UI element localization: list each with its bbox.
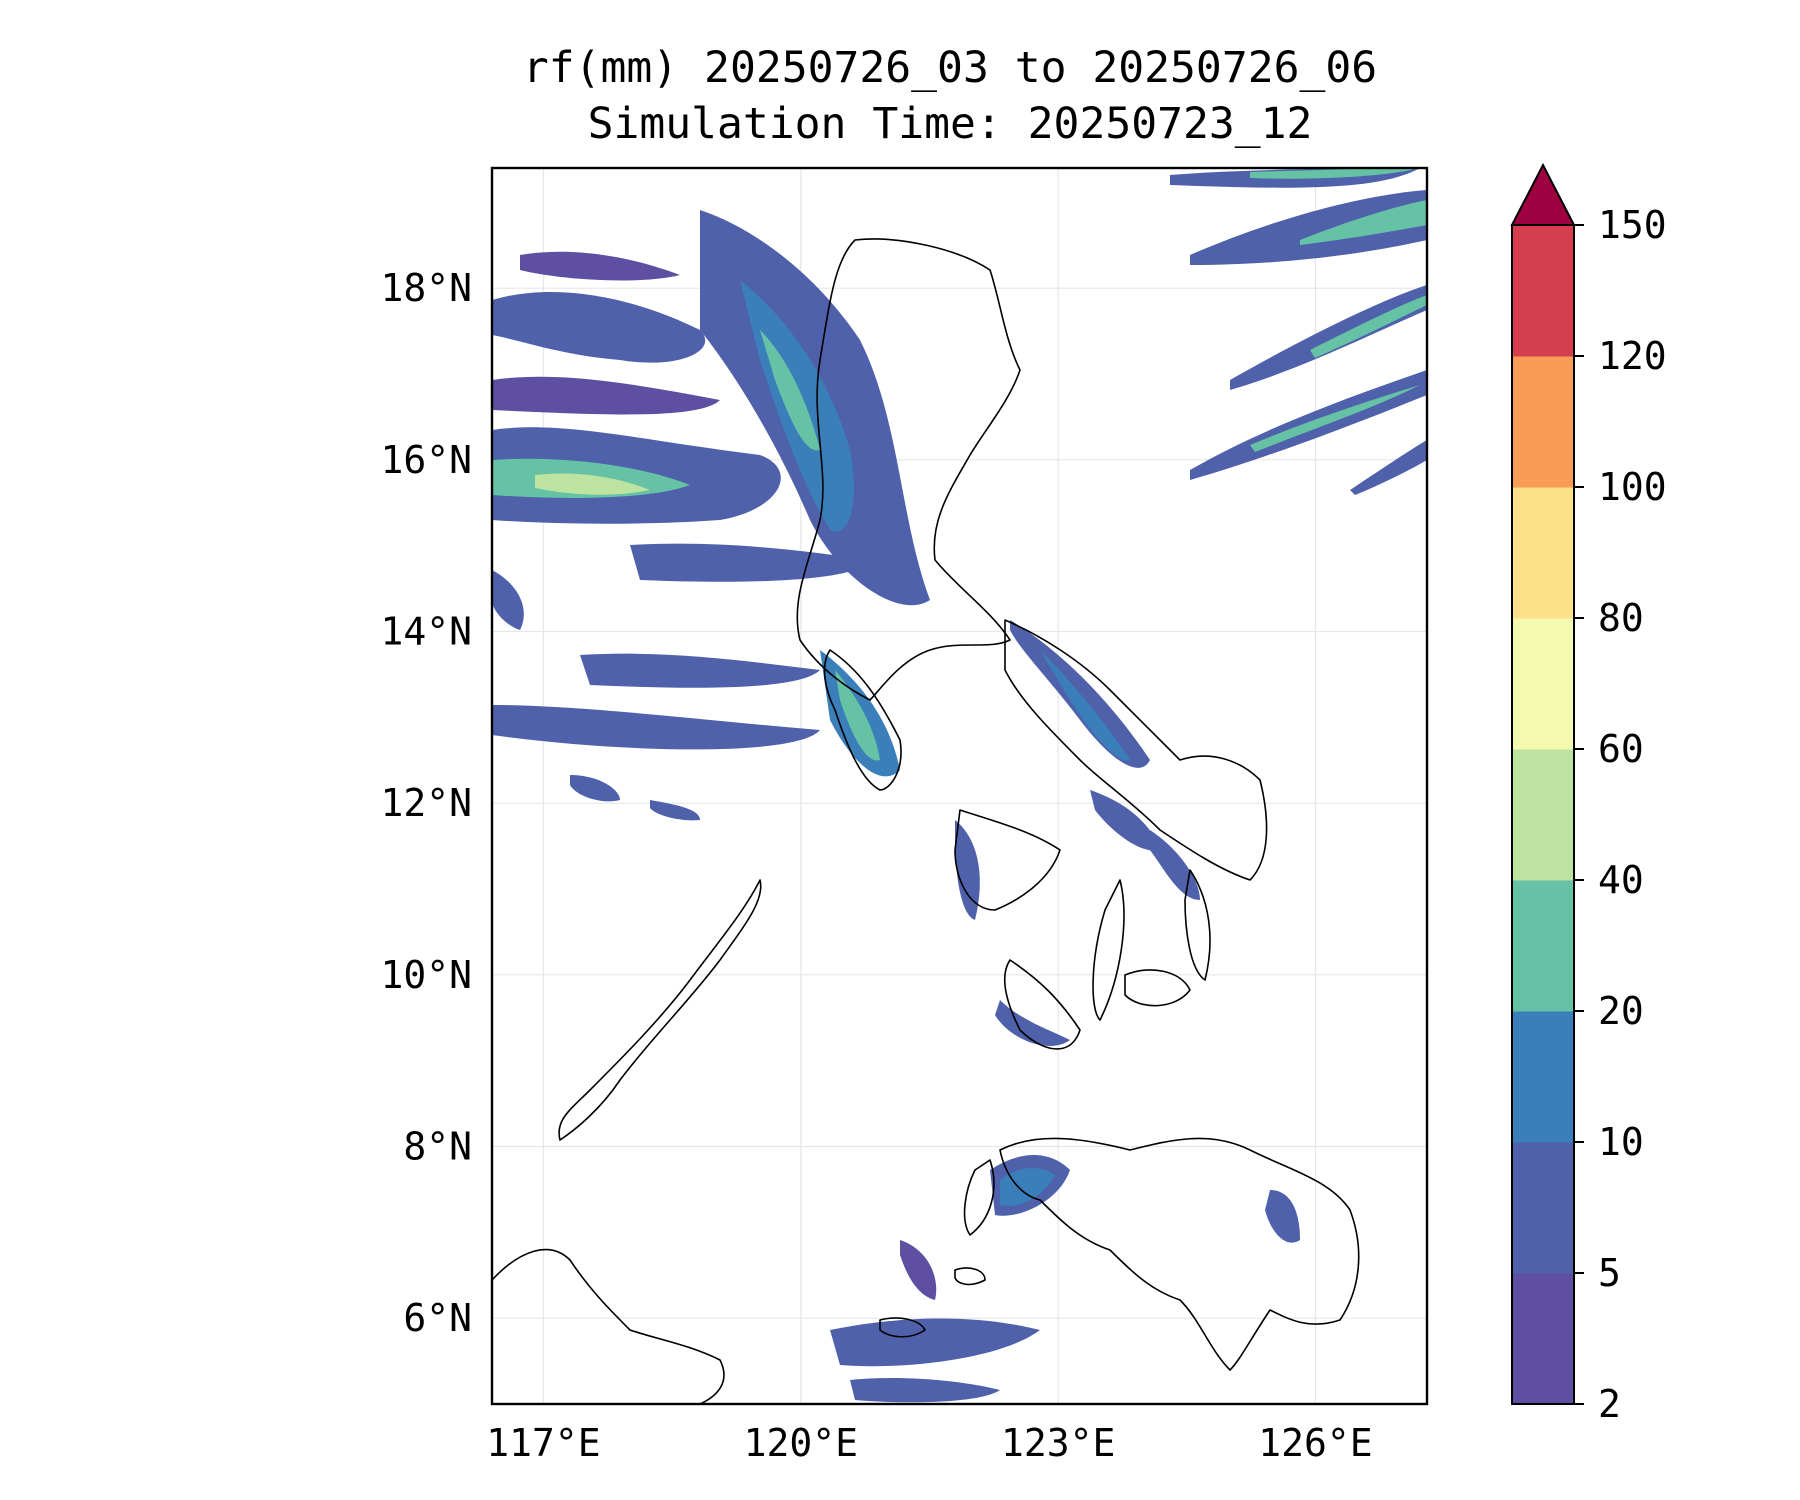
colorbar-segment	[1512, 1142, 1574, 1274]
colorbar-tick-label: 80	[1598, 596, 1644, 640]
rainfall-contours	[492, 168, 1427, 1403]
rain-band-14-5n-west	[492, 570, 524, 630]
coast-cebu	[1092, 879, 1125, 1021]
rain-mindoro-core	[835, 670, 880, 761]
coast-bohol	[1124, 969, 1191, 1007]
rain-ne-2	[1190, 190, 1427, 265]
lat-tick-label: 12°N	[380, 781, 472, 825]
lat-tick-label: 18°N	[380, 266, 472, 310]
rain-ne-1-core	[1250, 168, 1420, 179]
rain-band-13-5n	[580, 653, 820, 688]
rain-ne-5	[1350, 440, 1427, 495]
lat-tick-label: 6°N	[403, 1296, 472, 1340]
colorbar-tick-label: 10	[1598, 1120, 1644, 1164]
lat-tick-label: 16°N	[380, 438, 472, 482]
colorbar-segment	[1512, 487, 1574, 619]
rain-ne-3-core	[1310, 295, 1427, 358]
rain-ne-2-core	[1300, 200, 1427, 245]
colorbar-segment	[1512, 225, 1574, 357]
rain-band-nw-1	[492, 291, 706, 363]
rain-mindanao-ne	[1265, 1190, 1300, 1243]
coast-sulu-1	[879, 1317, 926, 1338]
rain-visayas-2	[955, 820, 980, 920]
coast-bicol	[1004, 619, 1268, 881]
rain-visayas-1	[1090, 790, 1160, 851]
colorbar-tick-label: 2	[1598, 1382, 1621, 1426]
rain-patch-12n-b	[650, 800, 700, 821]
colorbar-tick-label: 20	[1598, 989, 1644, 1033]
colorbar-tick-label: 60	[1598, 727, 1644, 771]
coast-sulu-2	[954, 1267, 986, 1286]
lat-tick-label: 10°N	[380, 953, 472, 997]
colorbar-extend-max	[1510, 162, 1576, 226]
coast-negros	[1004, 959, 1081, 1050]
colorbar-segment	[1512, 356, 1574, 488]
rain-ne-4-core	[1250, 385, 1420, 452]
latitude-tick-labels: 18°N 16°N 14°N 12°N 10°N 8°N 6°N	[380, 266, 472, 1340]
rain-patch-12n	[570, 775, 620, 802]
longitude-tick-labels: 117°E 120°E 123°E 126°E	[486, 1421, 1372, 1465]
coast-borneo	[492, 1248, 725, 1404]
colorbar: 2 5 10 20 40 60 80 100 120 150	[1510, 162, 1667, 1426]
map-panel	[492, 168, 1427, 1404]
coast-leyte	[1184, 869, 1211, 981]
colorbar-segment	[1512, 749, 1574, 881]
colorbar-tick-label: 120	[1598, 334, 1667, 378]
colorbar-tick-label: 150	[1598, 203, 1667, 247]
rain-ne-3	[1230, 285, 1427, 390]
rain-plume-luzon-light	[760, 330, 820, 451]
map-subtitle: Simulation Time: 20250723_12	[587, 99, 1313, 149]
colorbar-segment	[1512, 880, 1574, 1012]
lon-tick-label: 117°E	[486, 1421, 600, 1465]
rain-band-nw-3	[520, 251, 680, 281]
lon-tick-label: 123°E	[1001, 1421, 1115, 1465]
coast-zamboanga	[963, 1159, 995, 1236]
map-title: rf(mm) 20250726_03 to 20250726_06	[522, 43, 1378, 93]
coastlines	[492, 238, 1360, 1404]
coast-panay	[954, 809, 1061, 911]
coast-mindanao	[999, 1137, 1360, 1371]
rain-mindanao-west-core	[1000, 1168, 1055, 1206]
rain-panay-south	[995, 1000, 1070, 1046]
colorbar-tick-label: 100	[1598, 465, 1667, 509]
rain-band-nw-2	[492, 376, 720, 415]
colorbar-tick-label: 40	[1598, 858, 1644, 902]
coast-mindoro	[823, 649, 902, 791]
colorbar-frame	[1511, 224, 1575, 1405]
rain-band-west-16n-peak	[535, 473, 650, 495]
lon-tick-label: 126°E	[1258, 1421, 1372, 1465]
rain-sulu	[830, 1318, 1040, 1367]
lat-tick-label: 14°N	[380, 610, 472, 654]
rain-sulu-b	[850, 1378, 1000, 1403]
colorbar-segment	[1512, 1011, 1574, 1143]
coast-palawan	[558, 879, 762, 1141]
lat-tick-label: 8°N	[403, 1125, 472, 1169]
rain-band-13n	[492, 705, 820, 750]
rain-sulu-c	[900, 1240, 937, 1300]
colorbar-segment	[1512, 1273, 1574, 1405]
rain-bicol-core	[1040, 650, 1130, 761]
map-frame	[490, 166, 1429, 1406]
colorbar-tick-label: 5	[1598, 1251, 1621, 1295]
coast-luzon	[796, 238, 1021, 701]
lon-tick-label: 120°E	[744, 1421, 858, 1465]
colorbar-segment	[1512, 618, 1574, 750]
